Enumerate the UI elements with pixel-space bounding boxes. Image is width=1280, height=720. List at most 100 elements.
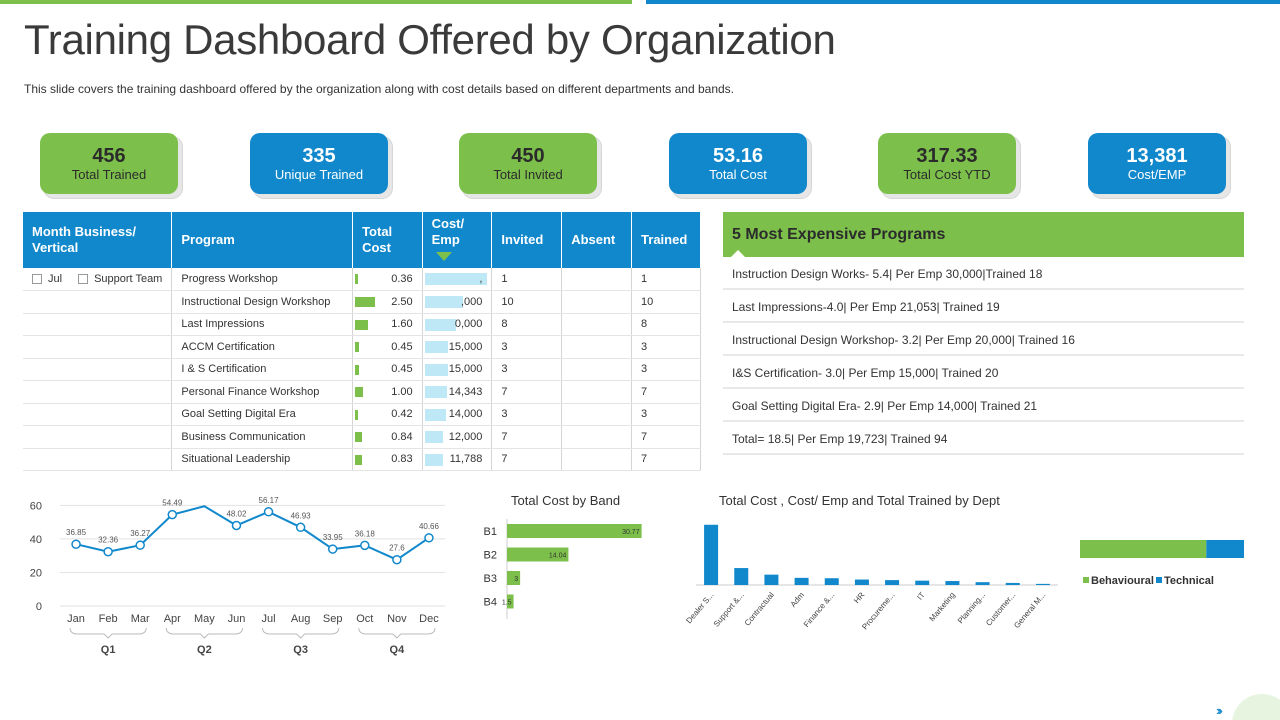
cost-bar bbox=[355, 454, 362, 465]
y-tick-label: 60 bbox=[30, 500, 42, 512]
cell-cost-emp: ,000 bbox=[422, 290, 493, 314]
band-label: B3 bbox=[484, 573, 497, 585]
cost-emp-value: ,000 bbox=[460, 295, 483, 308]
x-tick-label: May bbox=[194, 613, 215, 625]
expensive-total: Total= 18.5| Per Emp 19,723| Trained 94 bbox=[723, 422, 1244, 455]
cost-bar bbox=[355, 364, 359, 375]
column-header-absent[interactable]: Absent bbox=[561, 212, 633, 268]
cell-total-cost: 1.00 bbox=[352, 380, 423, 404]
dept-bar bbox=[764, 574, 779, 585]
legend-label: Behavioural bbox=[1091, 575, 1154, 587]
x-tick-label: Apr bbox=[164, 613, 181, 625]
cell-invited: 1 bbox=[491, 268, 563, 291]
behavioural-technical-chart: Behavioural Technical bbox=[1080, 540, 1244, 587]
dept-label: Adm bbox=[789, 590, 807, 609]
table-row[interactable]: Jul Support Team Progress Workshop 0.36, 1 1 bbox=[23, 268, 701, 291]
cell-trained: 7 bbox=[631, 448, 701, 471]
kpi-value: 13,381 bbox=[1126, 145, 1188, 167]
dept-bar bbox=[704, 524, 719, 585]
page-title: Training Dashboard Offered by Organizati… bbox=[24, 16, 836, 63]
cost-emp-value: 11,788 bbox=[449, 453, 483, 466]
table-body: Jul Support Team Progress Workshop 0.36, 1 1 I… bbox=[23, 268, 701, 471]
cell-absent bbox=[561, 290, 633, 314]
cell-trained: 1 bbox=[631, 268, 701, 291]
cost-emp-value: 14,000 bbox=[448, 408, 483, 421]
table-row[interactable]: Instructional Design Workshop 2.50 ,000 10 1… bbox=[23, 290, 701, 314]
corner-decoration bbox=[1232, 694, 1280, 720]
column-header-total-cost[interactable]: Total Cost bbox=[352, 212, 423, 268]
kpi-cost-per-emp: 13,381 Cost/EMP bbox=[1088, 133, 1226, 194]
cost-emp-value: , bbox=[479, 273, 483, 285]
dept-bar bbox=[794, 577, 809, 585]
table-row[interactable]: Situational Leadership 0.83 11,788 7 7 bbox=[23, 448, 701, 471]
quarter-label: Q1 bbox=[101, 644, 116, 656]
band-value-label: 14.04 bbox=[549, 553, 567, 560]
dept-bar bbox=[824, 578, 839, 585]
cost-bar bbox=[355, 297, 376, 307]
cost-emp-bar bbox=[424, 273, 487, 285]
table-row[interactable]: Goal Setting Digital Era 0.42 14,000 3 3 bbox=[23, 403, 701, 426]
data-point bbox=[424, 533, 434, 543]
kpi-value: 335 bbox=[302, 145, 336, 167]
cell-cost-emp: 14,343 bbox=[422, 380, 493, 404]
dept-bar bbox=[1005, 582, 1020, 585]
band-label: B1 bbox=[484, 526, 497, 538]
next-arrows-icon[interactable]: ››› bbox=[1216, 703, 1223, 718]
collapse-icon[interactable] bbox=[32, 274, 42, 285]
header-notch bbox=[731, 250, 745, 257]
expensive-programs-panel: 5 Most Expensive Programs Instruction De… bbox=[723, 212, 1244, 455]
y-tick-label: 20 bbox=[30, 567, 42, 579]
table-row[interactable]: I & S Certification 0.45 15,000 3 3 bbox=[23, 358, 701, 381]
sort-desc-icon[interactable] bbox=[435, 252, 452, 262]
cell-trained: 3 bbox=[631, 403, 701, 426]
expensive-item: Instructional Design Workshop- 3.2| Per … bbox=[723, 323, 1244, 356]
cost-value: 0.83 bbox=[391, 453, 413, 466]
cell-absent bbox=[561, 448, 633, 471]
cell-month: Jul bbox=[48, 273, 63, 285]
kpi-total-invited: 450 Total Invited bbox=[459, 133, 597, 194]
cost-emp-bar bbox=[424, 363, 448, 376]
collapse-icon[interactable] bbox=[78, 274, 89, 285]
cost-emp-value: 15,000 bbox=[448, 363, 483, 376]
data-point bbox=[392, 554, 402, 565]
cost-value: 1.00 bbox=[391, 385, 413, 398]
x-tick-label: Jul bbox=[262, 613, 276, 625]
cost-value: 0.84 bbox=[391, 430, 413, 443]
cell-total-cost: 0.84 bbox=[352, 425, 423, 449]
kpi-total-trained: 456 Total Trained bbox=[40, 133, 178, 194]
dept-label: Dealer S... bbox=[684, 591, 715, 626]
expensive-item: I&S Certification- 3.0| Per Emp 15,000| … bbox=[723, 356, 1244, 389]
dept-bar bbox=[854, 579, 869, 585]
cell-cost-emp: 14,000 bbox=[422, 403, 493, 426]
cell-month-vertical bbox=[23, 358, 173, 381]
dept-label: Customer... bbox=[984, 591, 1017, 628]
column-header-program[interactable]: Program bbox=[171, 212, 354, 268]
data-point bbox=[263, 507, 274, 517]
data-label: 56.17 bbox=[259, 496, 280, 505]
cost-value: 0.45 bbox=[391, 363, 413, 376]
table-row[interactable]: Personal Finance Workshop 1.00 14,343 7 7 bbox=[23, 380, 701, 404]
cell-invited: 3 bbox=[491, 403, 563, 426]
x-tick-label: Oct bbox=[356, 613, 373, 625]
table-row[interactable]: Last Impressions 1.60 0,000 8 8 bbox=[23, 313, 701, 336]
data-point bbox=[295, 522, 306, 533]
data-label: 48.02 bbox=[226, 509, 247, 518]
band-bar bbox=[507, 547, 569, 562]
cost-value: 0.45 bbox=[391, 340, 413, 353]
line-series bbox=[75, 505, 430, 561]
column-header-trained[interactable]: Trained bbox=[631, 212, 701, 268]
cell-absent bbox=[561, 425, 633, 449]
dept-bar bbox=[945, 581, 960, 585]
expensive-item: Instruction Design Works- 5.4| Per Emp 3… bbox=[723, 257, 1244, 290]
table-row[interactable]: Business Communication 0.84 12,000 7 7 bbox=[23, 425, 701, 449]
column-header-cost-emp[interactable]: Cost/ Emp bbox=[422, 212, 493, 268]
column-header-month[interactable]: Month Business/ Vertical bbox=[23, 212, 173, 268]
cell-month-vertical bbox=[23, 425, 173, 449]
table-row[interactable]: ACCM Certification 0.45 15,000 3 3 bbox=[23, 335, 701, 359]
expensive-programs-header: 5 Most Expensive Programs bbox=[723, 212, 1244, 257]
column-header-invited[interactable]: Invited bbox=[491, 212, 563, 268]
kpi-value: 53.16 bbox=[712, 145, 764, 167]
kpi-value: 317.33 bbox=[916, 145, 978, 167]
dept-chart-title: Total Cost , Cost/ Emp and Total Trained… bbox=[719, 493, 1000, 508]
